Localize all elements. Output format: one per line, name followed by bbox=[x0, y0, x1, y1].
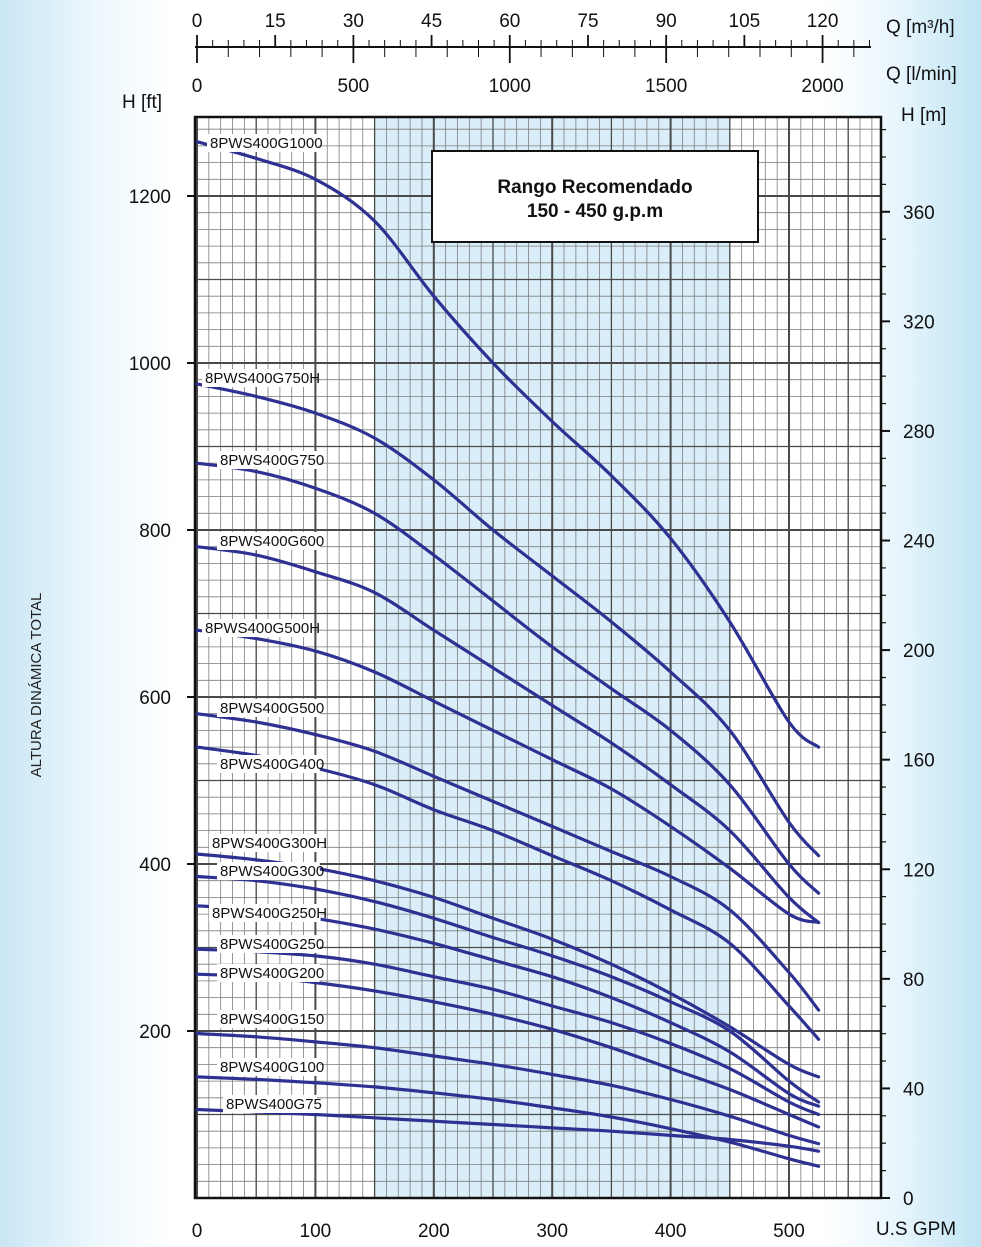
curve-8pws400g75 bbox=[195, 1107, 821, 1153]
curve-label-8pws400g150: 8PWS400G150 bbox=[220, 1011, 324, 1028]
y-tick-label-right: 80 bbox=[903, 970, 924, 991]
x-tick-label-m3h: 30 bbox=[343, 11, 364, 32]
x-tick-label-lmin: 1500 bbox=[645, 76, 687, 97]
x-tick-label-m3h: 75 bbox=[577, 11, 598, 32]
x-tick-label-lmin: 2000 bbox=[801, 76, 843, 97]
x-tick-label-lmin: 1000 bbox=[489, 76, 531, 97]
y-axis-title-left: H [ft] bbox=[122, 92, 162, 113]
y-tick-label-right: 120 bbox=[903, 860, 935, 881]
x-tick-label-m3h: 15 bbox=[265, 11, 286, 32]
curve-8pws400g100 bbox=[195, 1075, 821, 1168]
x-tick-label-bottom: 200 bbox=[418, 1221, 450, 1242]
curve-label-bg bbox=[217, 451, 320, 469]
curve-label-8pws400g200: 8PWS400G200 bbox=[220, 965, 324, 982]
curve-label-8pws400g400: 8PWS400G400 bbox=[220, 756, 324, 773]
curve-8pws400g500h bbox=[195, 628, 821, 925]
y-tick-label-left: 600 bbox=[139, 688, 171, 709]
y-axis-title-right: H [m] bbox=[901, 105, 946, 126]
curve-label-bg bbox=[217, 964, 320, 982]
curve-label-bg bbox=[217, 532, 320, 550]
x-tick-label-bottom: 0 bbox=[192, 1221, 203, 1242]
curve-label-bg bbox=[209, 834, 321, 852]
curve-label-8pws400g1000: 8PWS400G1000 bbox=[210, 135, 323, 152]
y-axis-title-vertical: ALTURA DINÁMICA TOTAL bbox=[28, 593, 45, 778]
curve-8pws400g750 bbox=[195, 461, 821, 895]
x-tick-label-bottom: 500 bbox=[773, 1221, 805, 1242]
curve-label-8pws400g300h: 8PWS400G300H bbox=[212, 835, 327, 852]
x-tick-label-bottom: 100 bbox=[300, 1221, 332, 1242]
curve-label-8pws400g750h: 8PWS400G750H bbox=[205, 370, 320, 387]
curve-label-8pws400g500: 8PWS400G500 bbox=[220, 700, 324, 717]
curve-label-bg bbox=[217, 1010, 320, 1028]
y-tick-label-right: 0 bbox=[903, 1189, 914, 1210]
y-tick-label-right: 320 bbox=[903, 312, 935, 333]
curve-8pws400g250 bbox=[195, 947, 821, 1117]
curve-label-8pws400g750: 8PWS400G750 bbox=[220, 452, 324, 469]
curve-label-bg bbox=[217, 1058, 320, 1076]
curve-8pws400g200 bbox=[195, 972, 821, 1129]
x-tick-label-m3h: 90 bbox=[656, 11, 677, 32]
curve-8pws400g750h bbox=[195, 382, 821, 858]
y-tick-label-left: 800 bbox=[139, 521, 171, 542]
x-axis-title-lmin: Q [l/min] bbox=[886, 64, 957, 85]
y-tick-label-left: 1000 bbox=[129, 354, 171, 375]
curve-8pws400g1000 bbox=[195, 140, 821, 749]
curve-label-8pws400g250h: 8PWS400G250H bbox=[212, 905, 327, 922]
curve-label-bg bbox=[217, 935, 320, 953]
curve-label-bg bbox=[217, 699, 320, 717]
curve-label-8pws400g250: 8PWS400G250 bbox=[220, 936, 324, 953]
recommended-range-subtitle: 150 - 450 g.p.m bbox=[527, 201, 663, 222]
curve-label-bg bbox=[209, 904, 321, 922]
curve-label-bg bbox=[217, 862, 320, 880]
x-axis-title-bottom: U.S GPM bbox=[876, 1219, 956, 1240]
curve-label-8pws400g600: 8PWS400G600 bbox=[220, 533, 324, 550]
curve-8pws400g150 bbox=[195, 1031, 821, 1146]
curve-8pws400g300 bbox=[195, 874, 821, 1104]
x-tick-label-m3h: 0 bbox=[192, 11, 203, 32]
curve-8pws400g500 bbox=[195, 712, 821, 1012]
x-tick-label-bottom: 400 bbox=[655, 1221, 687, 1242]
curve-8pws400g600 bbox=[195, 545, 821, 925]
curve-label-8pws400g75: 8PWS400G75 bbox=[226, 1096, 322, 1113]
plot-border bbox=[193, 115, 883, 1200]
y-tick-label-left: 200 bbox=[139, 1022, 171, 1043]
y-tick-label-right: 160 bbox=[903, 751, 935, 772]
curve-label-bg bbox=[217, 755, 320, 773]
x-tick-label-lmin: 500 bbox=[338, 76, 370, 97]
curve-label-8pws400g100: 8PWS400G100 bbox=[220, 1059, 324, 1076]
x-tick-label-lmin: 0 bbox=[192, 76, 203, 97]
y-tick-label-left: 1200 bbox=[129, 187, 171, 208]
x-axis-title-m3h: Q [m³/h] bbox=[886, 17, 955, 38]
curve-label-bg bbox=[202, 619, 314, 637]
curve-label-8pws400g500h: 8PWS400G500H bbox=[205, 620, 320, 637]
recommended-range-title: Rango Recomendado bbox=[497, 177, 692, 198]
y-tick-label-left: 400 bbox=[139, 855, 171, 876]
x-tick-label-m3h: 120 bbox=[807, 11, 839, 32]
curve-label-bg bbox=[223, 1095, 317, 1113]
y-tick-label-right: 200 bbox=[903, 641, 935, 662]
curve-label-8pws400g300: 8PWS400G300 bbox=[220, 863, 324, 880]
recommended-range-box bbox=[431, 150, 759, 243]
curve-label-bg bbox=[207, 134, 319, 152]
x-tick-label-m3h: 105 bbox=[729, 11, 761, 32]
x-tick-label-m3h: 45 bbox=[421, 11, 442, 32]
y-tick-label-right: 360 bbox=[903, 203, 935, 224]
y-tick-label-right: 40 bbox=[903, 1079, 924, 1100]
y-tick-label-right: 240 bbox=[903, 532, 935, 553]
curve-label-bg bbox=[202, 369, 314, 387]
x-tick-label-m3h: 60 bbox=[499, 11, 520, 32]
y-tick-label-right: 280 bbox=[903, 422, 935, 443]
x-tick-label-bottom: 300 bbox=[536, 1221, 568, 1242]
